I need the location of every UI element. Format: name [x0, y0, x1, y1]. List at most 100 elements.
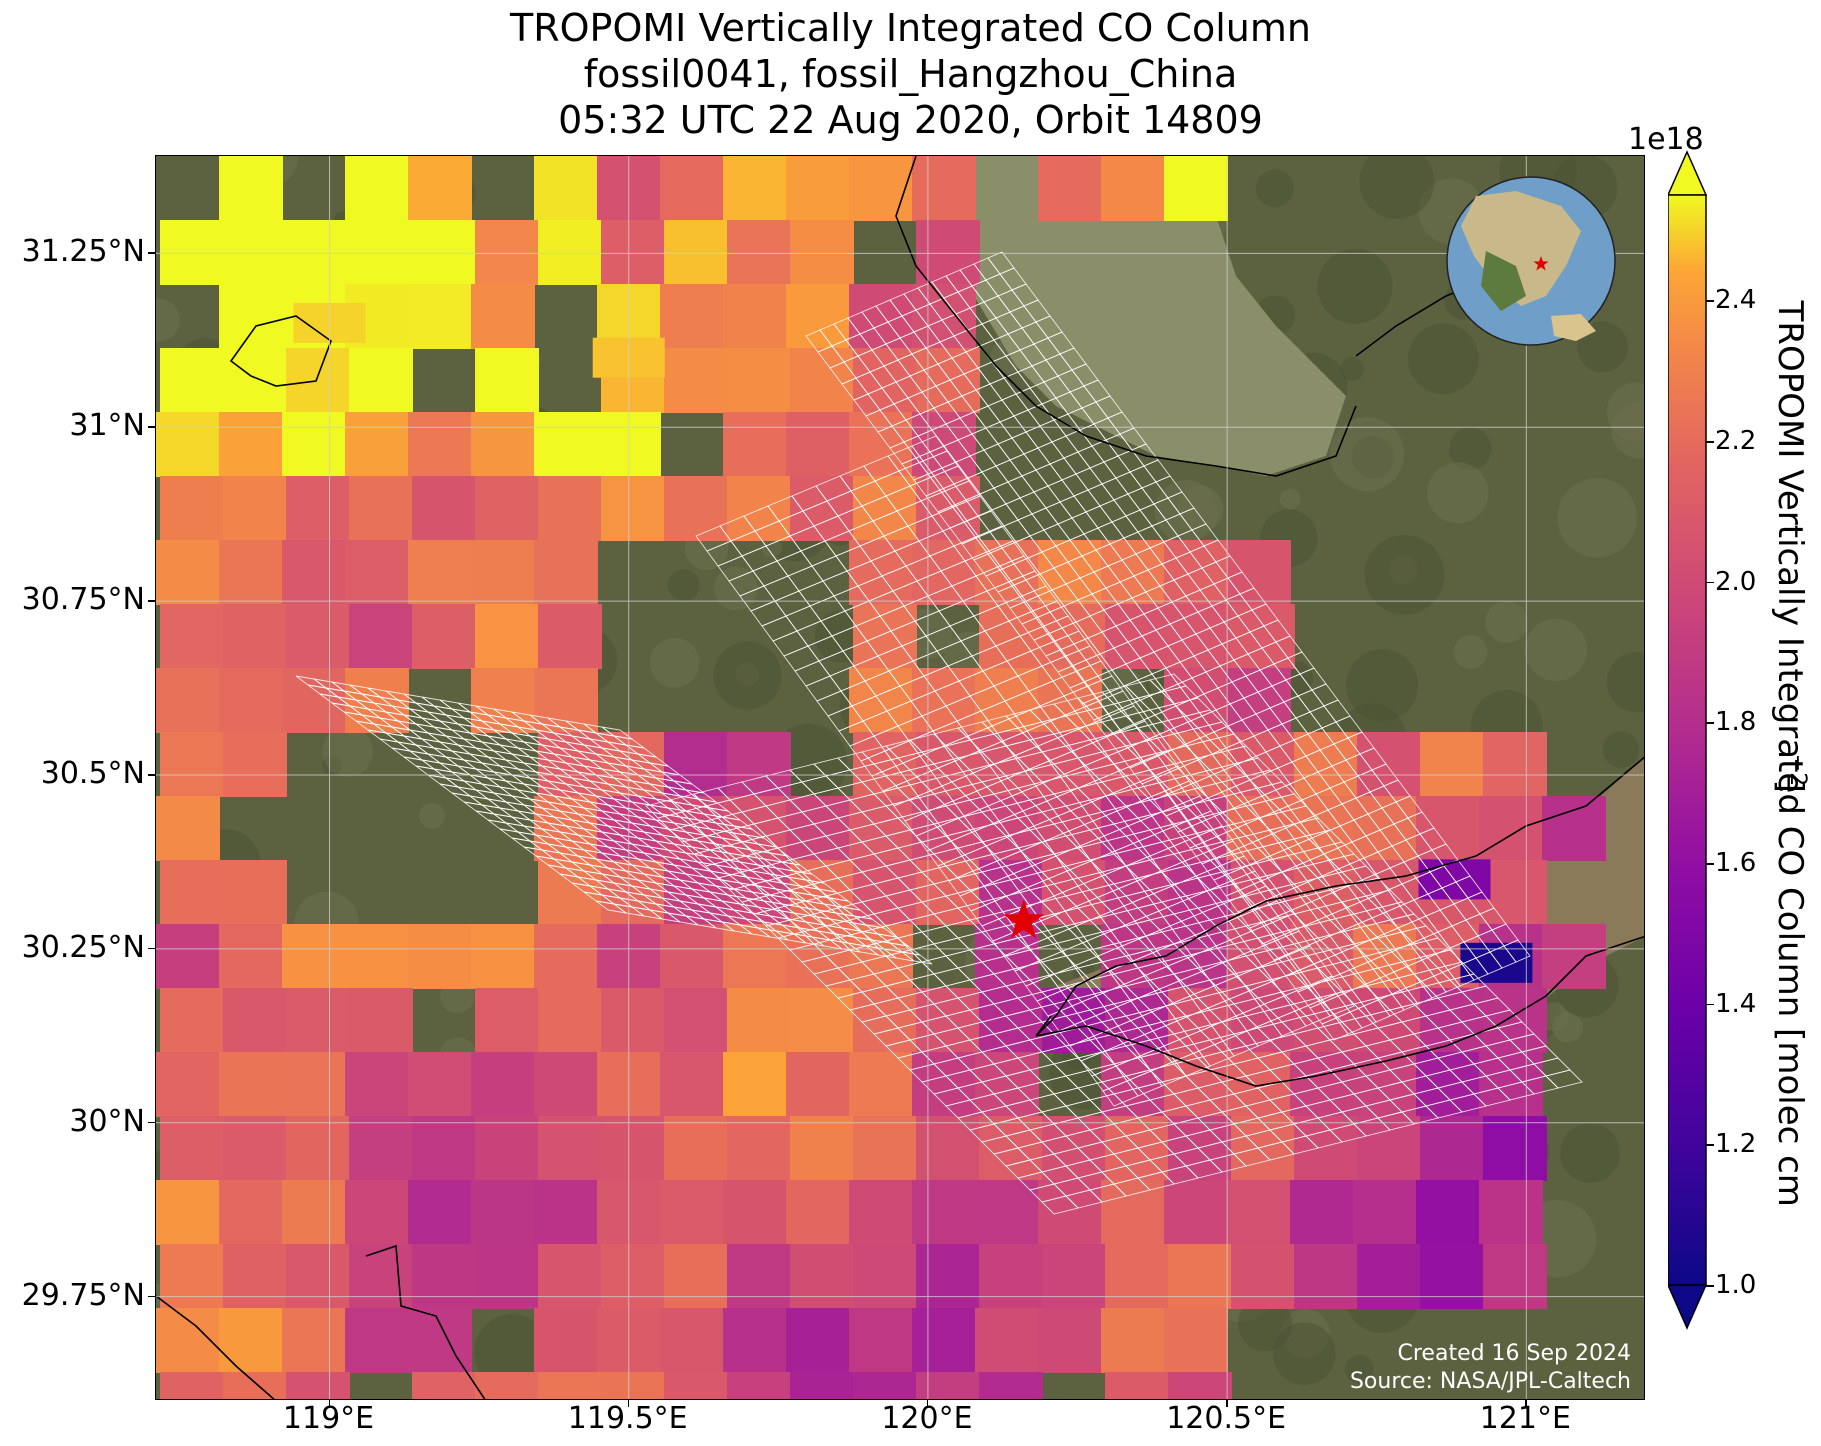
co-cell [723, 284, 787, 349]
co-cell [534, 412, 598, 477]
terrain-patch [1427, 462, 1489, 524]
co-cell [412, 1372, 476, 1399]
co-cell [790, 988, 854, 1053]
co-cell [408, 284, 472, 349]
co-cell [1483, 860, 1547, 925]
co-cell [219, 668, 283, 733]
colorbar-tick-mark [1706, 441, 1714, 443]
co-cell [282, 540, 346, 605]
co-cell [412, 1244, 476, 1309]
coastlines [156, 156, 1644, 1399]
co-cell [849, 1180, 913, 1245]
lon-tick-mark [1226, 1400, 1228, 1407]
co-cell [1227, 1052, 1291, 1117]
co-cell [156, 1180, 220, 1245]
site-marker-star[interactable] [1003, 899, 1045, 939]
map-gridlines [156, 156, 1644, 1399]
lat-tick-mark [148, 426, 155, 428]
map-canvas[interactable] [156, 156, 1645, 1400]
co-cell [471, 284, 535, 349]
co-cell [727, 476, 791, 541]
co-cell [849, 156, 913, 221]
co-cell [601, 1372, 665, 1399]
co-cell [286, 988, 350, 1053]
colorbar-tick-label: 1.8 [1715, 707, 1757, 738]
co-cell [601, 1116, 665, 1181]
terrain-patch [1557, 477, 1638, 558]
lat-tick-mark [148, 600, 155, 602]
co-cell [1416, 796, 1480, 861]
co-cell [1101, 540, 1165, 605]
lat-tick-mark [148, 1295, 155, 1298]
colorbar-tick-mark [1706, 722, 1714, 724]
co-cell [538, 1372, 602, 1399]
co-cell [160, 604, 224, 669]
co-cell [1290, 1052, 1354, 1117]
co-cell [727, 220, 791, 285]
co-cell [790, 1372, 854, 1399]
co-cell [475, 220, 539, 285]
lon-tick-label: 119°E [282, 1401, 375, 1436]
co-cell [408, 924, 472, 989]
co-cell [1294, 1116, 1358, 1181]
map-subtitle-site: fossil0041, fossil_Hangzhou_China [583, 52, 1238, 96]
co-cell [727, 988, 791, 1053]
co-cell [475, 476, 539, 541]
co-cell [601, 476, 665, 541]
co-cell [1168, 1372, 1232, 1399]
co-cell [412, 1116, 476, 1181]
lat-tick-mark [148, 1121, 155, 1124]
co-cell [853, 860, 917, 925]
terrain-patch [1606, 651, 1644, 713]
co-cell [534, 1180, 598, 1245]
terrain-patch [1329, 416, 1405, 492]
co-cell [349, 1244, 413, 1309]
co-cell [471, 668, 535, 733]
co-cell [286, 220, 350, 285]
co-cell [345, 1180, 409, 1245]
co-cell [916, 1372, 980, 1399]
co-cell [408, 156, 472, 221]
co-cell [1101, 156, 1165, 221]
terrain-patch [322, 726, 373, 777]
co-cell [412, 220, 476, 285]
co-cell [471, 1052, 535, 1117]
colorbar-tick-mark [1706, 581, 1714, 584]
co-cell [160, 1372, 224, 1399]
colorbar-tick-label: 2.4 [1715, 285, 1757, 316]
co-cell [160, 860, 224, 925]
co-cell [660, 924, 724, 989]
co-cell [349, 604, 413, 669]
co-cell [538, 604, 602, 669]
co-cell [538, 1244, 602, 1309]
co-cell [975, 1180, 1039, 1245]
co-cell [1542, 924, 1606, 989]
map-panel[interactable] [155, 155, 1645, 1400]
co-cell [156, 668, 220, 733]
co-cell [849, 412, 913, 477]
co-cell [916, 1116, 980, 1181]
co-cell [282, 1052, 346, 1117]
co-cell [853, 1244, 917, 1309]
colorbar-tick-label: 1.6 [1715, 848, 1757, 879]
co-cell [1357, 1244, 1421, 1309]
co-cell [534, 924, 598, 989]
co-cell [223, 988, 287, 1053]
lat-tick-label: 30°N [69, 1103, 145, 1139]
co-cell [219, 412, 283, 477]
co-cell [219, 1052, 283, 1117]
co-cell [1294, 1244, 1358, 1309]
terrain-patch [1606, 382, 1644, 442]
co-cell [160, 1244, 224, 1309]
co-cell [286, 476, 350, 541]
co-cell [223, 220, 287, 285]
colorbar-extend-max [1668, 150, 1708, 196]
credit-created: Created 16 Sep 2024 [1397, 1341, 1632, 1366]
co-cell [1483, 732, 1547, 797]
co-cell [345, 540, 409, 605]
co-cell [345, 924, 409, 989]
co-cell [156, 1308, 220, 1373]
co-cell [160, 220, 224, 285]
colorbar-multiplier: 1e18 [1628, 122, 1704, 157]
terrain-patch [1340, 357, 1365, 382]
